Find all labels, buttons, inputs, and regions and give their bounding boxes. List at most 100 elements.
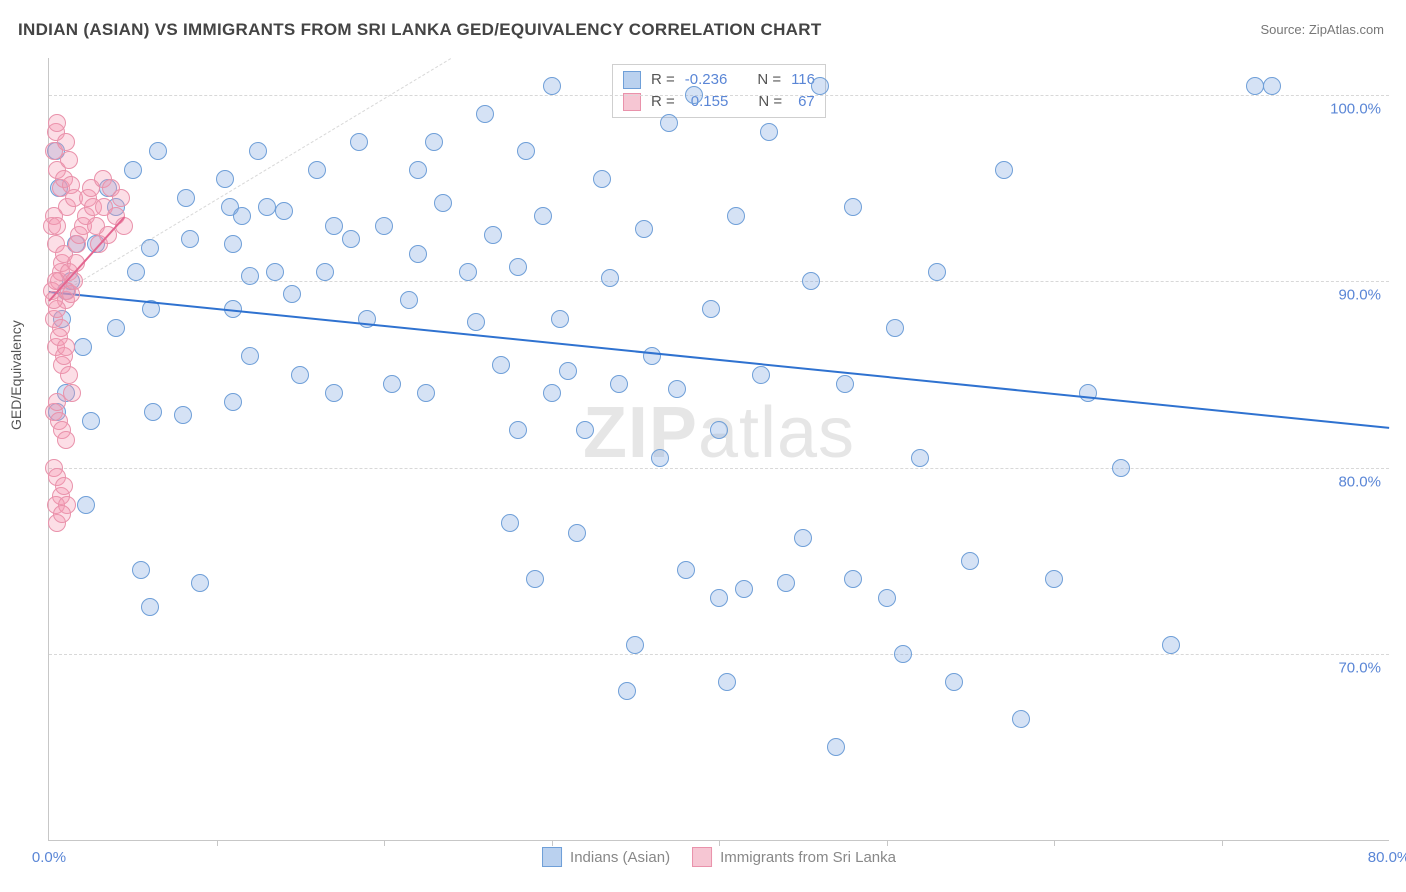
data-point (1162, 636, 1180, 654)
data-point (995, 161, 1013, 179)
y-tick-label: 70.0% (1338, 659, 1381, 676)
data-point (149, 142, 167, 160)
series-legend: Indians (Asian) Immigrants from Sri Lank… (542, 847, 896, 867)
data-point (1263, 77, 1281, 95)
gridline-horizontal (49, 468, 1389, 469)
data-point (777, 574, 795, 592)
data-point (60, 366, 78, 384)
data-point (517, 142, 535, 160)
data-point (836, 375, 854, 393)
data-point (928, 263, 946, 281)
data-point (55, 477, 73, 495)
data-point (626, 636, 644, 654)
data-point (57, 133, 75, 151)
data-point (961, 552, 979, 570)
data-point (434, 194, 452, 212)
data-point (241, 267, 259, 285)
data-point (543, 384, 561, 402)
x-tick-minor (552, 840, 553, 846)
y-tick-label: 80.0% (1338, 473, 1381, 490)
data-point (291, 366, 309, 384)
data-point (811, 77, 829, 95)
data-point (509, 258, 527, 276)
data-point (375, 217, 393, 235)
data-point (224, 393, 242, 411)
data-point (610, 375, 628, 393)
data-point (710, 421, 728, 439)
data-point (325, 217, 343, 235)
data-point (266, 263, 284, 281)
data-point (501, 514, 519, 532)
data-point (174, 406, 192, 424)
data-point (526, 570, 544, 588)
data-point (53, 505, 71, 523)
data-point (425, 133, 443, 151)
data-point (241, 347, 259, 365)
data-point (191, 574, 209, 592)
data-point (827, 738, 845, 756)
data-point (559, 362, 577, 380)
chart-title: INDIAN (ASIAN) VS IMMIGRANTS FROM SRI LA… (18, 20, 822, 40)
x-tick-minor (1222, 840, 1223, 846)
data-point (144, 403, 162, 421)
data-point (1012, 710, 1030, 728)
n-label: N = (757, 69, 781, 91)
x-tick-minor (384, 840, 385, 846)
data-point (383, 375, 401, 393)
data-point (685, 86, 703, 104)
x-tick-minor (217, 840, 218, 846)
swatch-series-1 (542, 847, 562, 867)
data-point (677, 561, 695, 579)
data-point (601, 269, 619, 287)
data-point (476, 105, 494, 123)
data-point (107, 319, 125, 337)
data-point (417, 384, 435, 402)
data-point (350, 133, 368, 151)
data-point (543, 77, 561, 95)
scatter-plot-area: ZIPatlas R = -0.236 N = 116 R = 0.155 N … (48, 58, 1389, 841)
data-point (794, 529, 812, 547)
data-point (77, 496, 95, 514)
y-axis-label: GED/Equivalency (8, 320, 24, 430)
data-point (752, 366, 770, 384)
data-point (802, 272, 820, 290)
data-point (258, 198, 276, 216)
data-point (576, 421, 594, 439)
data-point (112, 189, 130, 207)
data-point (74, 338, 92, 356)
x-tick-minor (887, 840, 888, 846)
data-point (48, 217, 66, 235)
data-point (643, 347, 661, 365)
data-point (760, 123, 778, 141)
data-point (710, 589, 728, 607)
x-tick-label: 0.0% (32, 849, 66, 866)
data-point (409, 245, 427, 263)
data-point (308, 161, 326, 179)
data-point (945, 673, 963, 691)
source-attribution: Source: ZipAtlas.com (1260, 22, 1384, 37)
swatch-series-2 (692, 847, 712, 867)
r-label: R = (651, 69, 675, 91)
data-point (224, 235, 242, 253)
data-point (844, 570, 862, 588)
data-point (894, 645, 912, 663)
data-point (233, 207, 251, 225)
data-point (635, 220, 653, 238)
data-point (618, 682, 636, 700)
data-point (127, 263, 145, 281)
data-point (886, 319, 904, 337)
watermark-zip: ZIP (583, 393, 698, 473)
x-tick-label: 80.0% (1368, 849, 1406, 866)
data-point (718, 673, 736, 691)
data-point (1079, 384, 1097, 402)
x-tick-minor (1054, 840, 1055, 846)
data-point (48, 114, 66, 132)
data-point (342, 230, 360, 248)
data-point (459, 263, 477, 281)
data-point (492, 356, 510, 374)
data-point (534, 207, 552, 225)
data-point (1045, 570, 1063, 588)
data-point (844, 198, 862, 216)
data-point (593, 170, 611, 188)
legend-item-series-2: Immigrants from Sri Lanka (692, 847, 896, 867)
